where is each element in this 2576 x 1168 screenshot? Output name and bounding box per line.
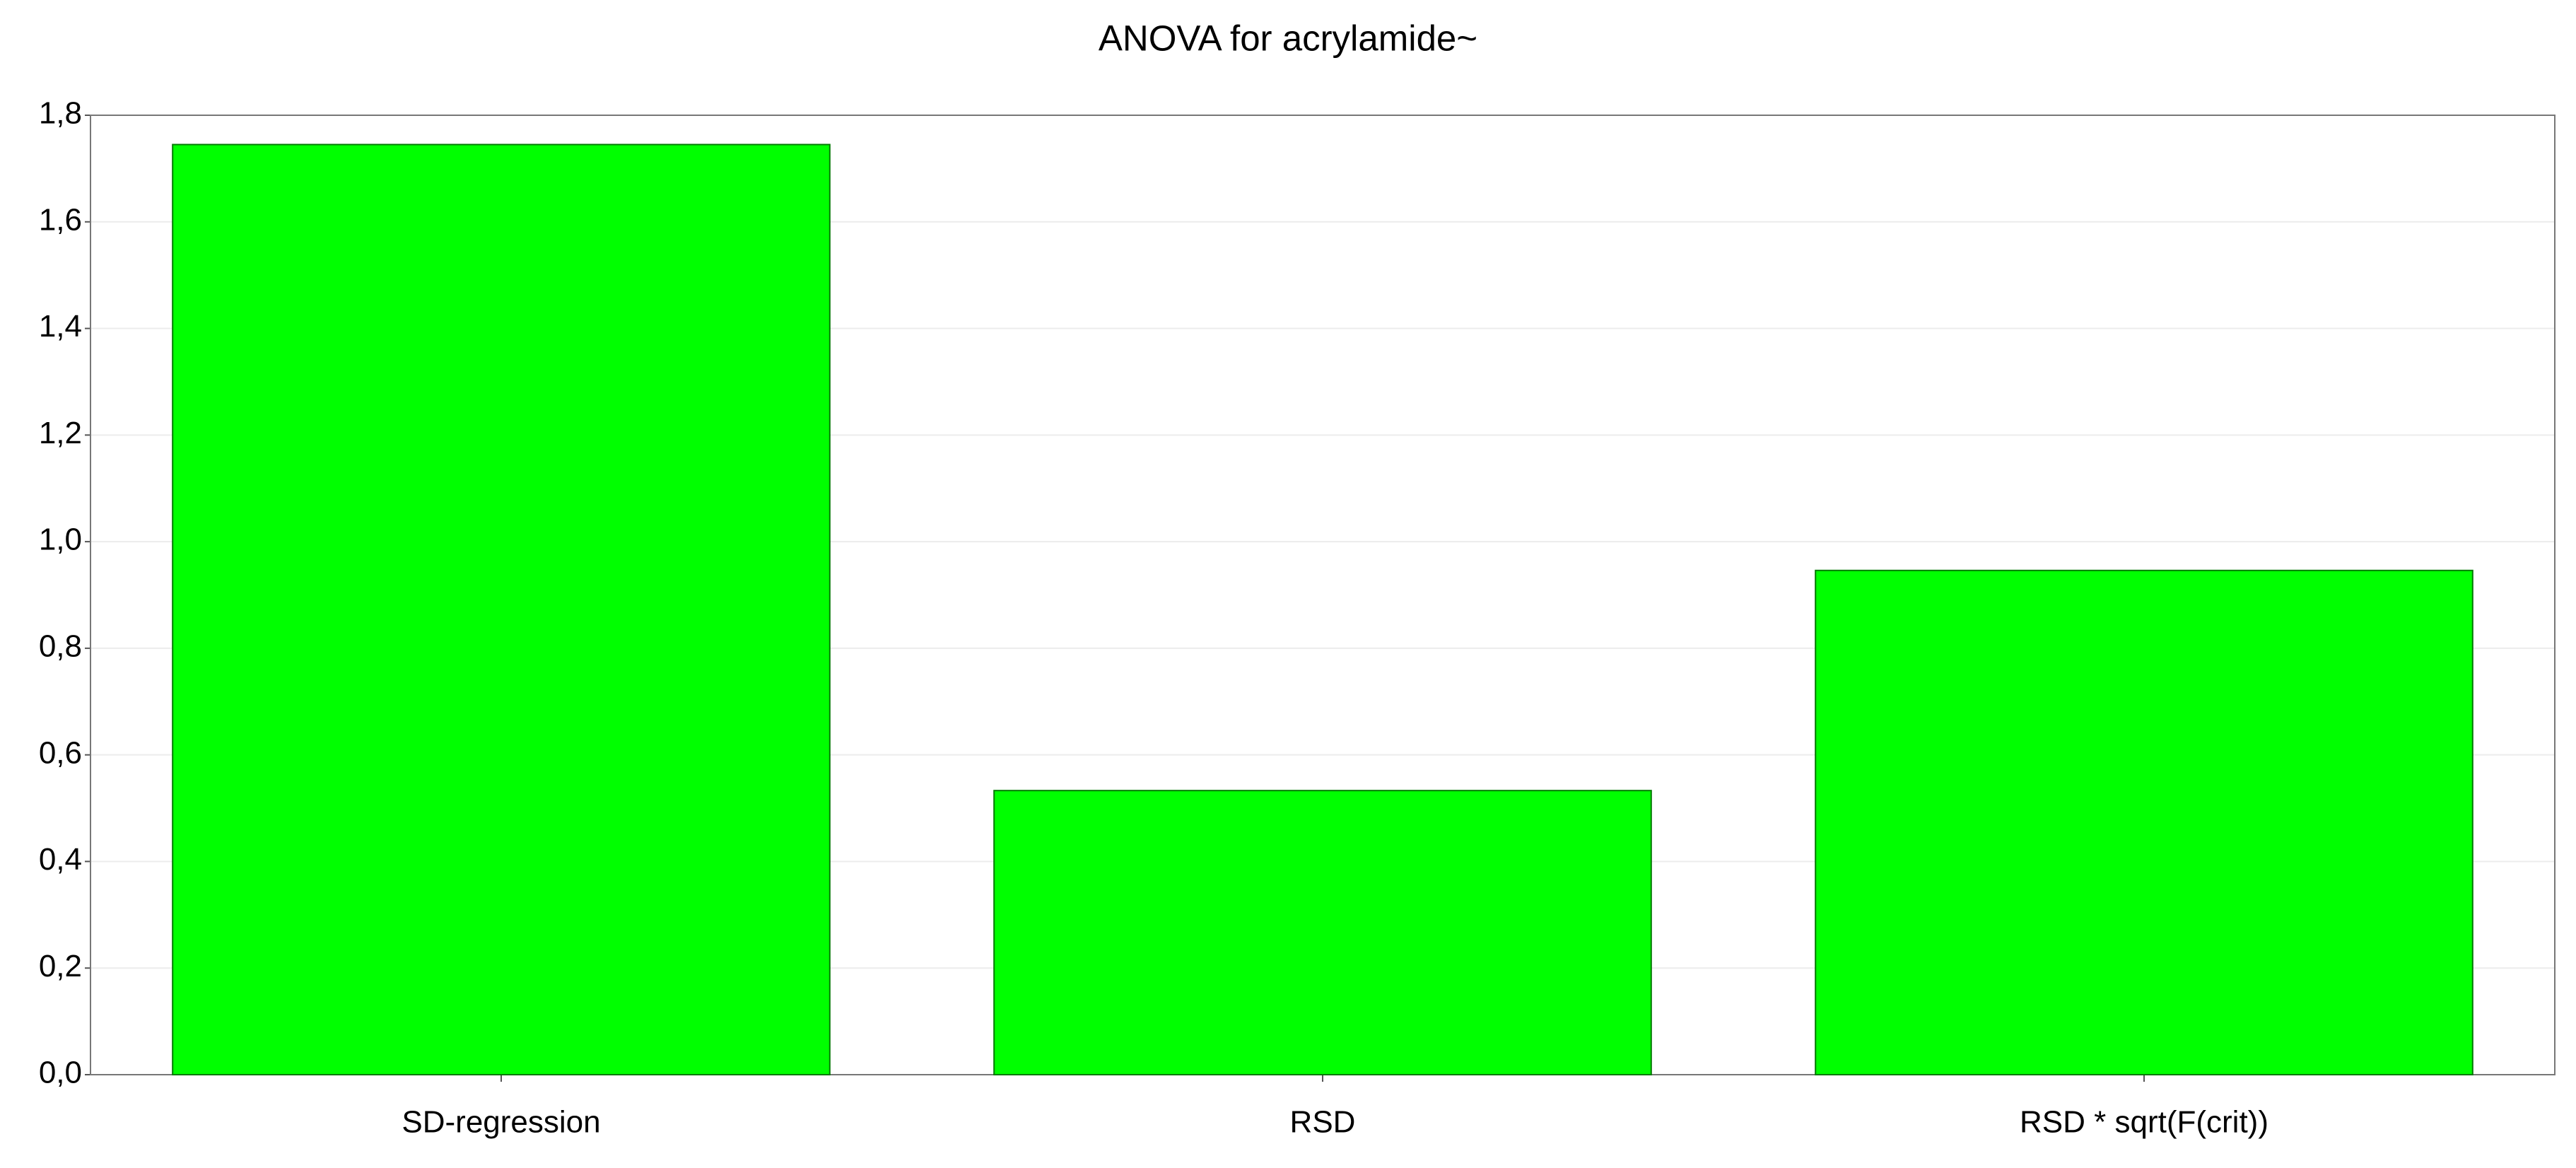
y-tick-label: 1,8 xyxy=(39,96,82,131)
x-tick-label: SD-regression xyxy=(402,1105,600,1140)
chart-title: ANOVA for acrylamide~ xyxy=(1099,18,1477,58)
bar xyxy=(1815,569,2473,1075)
y-tick-label: 1,6 xyxy=(39,202,82,237)
y-tick-label: 0,4 xyxy=(39,842,82,877)
bar xyxy=(993,790,1652,1076)
y-tick-label: 0,6 xyxy=(39,735,82,770)
x-tick-label: RSD xyxy=(1290,1105,1356,1140)
x-tick-label: RSD * sqrt(F(crit)) xyxy=(2020,1105,2268,1140)
y-tick-label: 1,0 xyxy=(39,522,82,557)
y-tick-label: 0,8 xyxy=(39,629,82,664)
y-tick-label: 0,2 xyxy=(39,949,82,983)
bar xyxy=(172,144,831,1076)
y-tick-label: 1,2 xyxy=(39,416,82,450)
y-tick-label: 0,0 xyxy=(39,1056,82,1090)
y-tick-label: 1,4 xyxy=(39,309,82,344)
